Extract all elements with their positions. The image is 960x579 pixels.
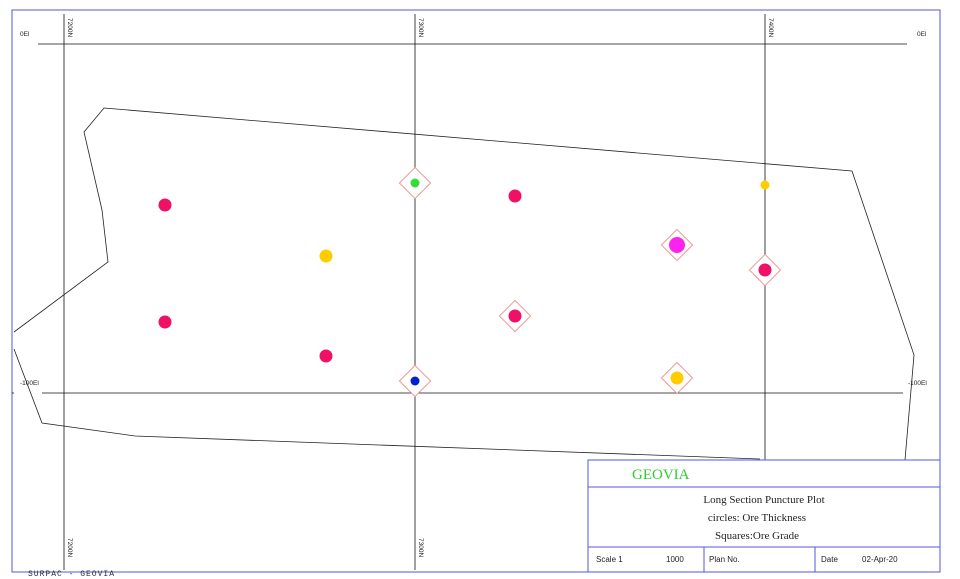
elev-label-top-right: 0El [917,31,927,38]
thickness-circle-h5 [410,178,420,188]
geovia-logo: GEOVIA [632,467,690,483]
plan-no-label: Plan No. [709,555,740,564]
puncture-holes [158,166,782,398]
thickness-circle-h2 [158,315,172,329]
legend-squares: Squares:Ore Grade [715,530,799,542]
northing-label-top-2: 7300N [417,18,424,37]
thickness-circle-h7 [508,189,522,203]
orebody-outline [13,107,915,461]
thickness-circle-h9 [669,237,685,253]
northing-label-bottom-1: 7200N [66,538,73,557]
elev-label-mid-right: -100El [908,380,927,387]
elev-label-mid-left: -100El [20,380,39,387]
thickness-circle-h10 [670,371,684,385]
sheet-border [11,9,941,573]
footer-surpac: SURPAC - GEOVIA [28,570,116,579]
thickness-circle-h12 [758,263,772,277]
scale-label: Scale 1 [596,555,623,564]
scale-value: 1000 [666,555,684,564]
thickness-circle-h8 [508,309,522,323]
date-value: 02-Apr-20 [862,555,898,564]
thickness-circle-h11 [760,180,770,190]
thickness-circle-h6 [410,376,420,386]
northing-label-top-1: 7200N [66,18,73,37]
orebody-outline-lower [13,348,761,460]
thickness-circle-h3 [319,249,333,263]
legend-circles: circles: Ore Thickness [708,512,806,524]
northing-label-bottom-2: 7300N [417,538,424,557]
title-block: GEOVIA Long Section Puncture Plot circle… [587,459,941,573]
thickness-circle-h4 [319,349,333,363]
date-label: Date [821,555,838,564]
plot-title: Long Section Puncture Plot [703,494,824,506]
northing-label-top-3: 7400N [767,18,774,37]
elev-label-top-left: 0El [20,31,30,38]
thickness-circle-h1 [158,198,172,212]
